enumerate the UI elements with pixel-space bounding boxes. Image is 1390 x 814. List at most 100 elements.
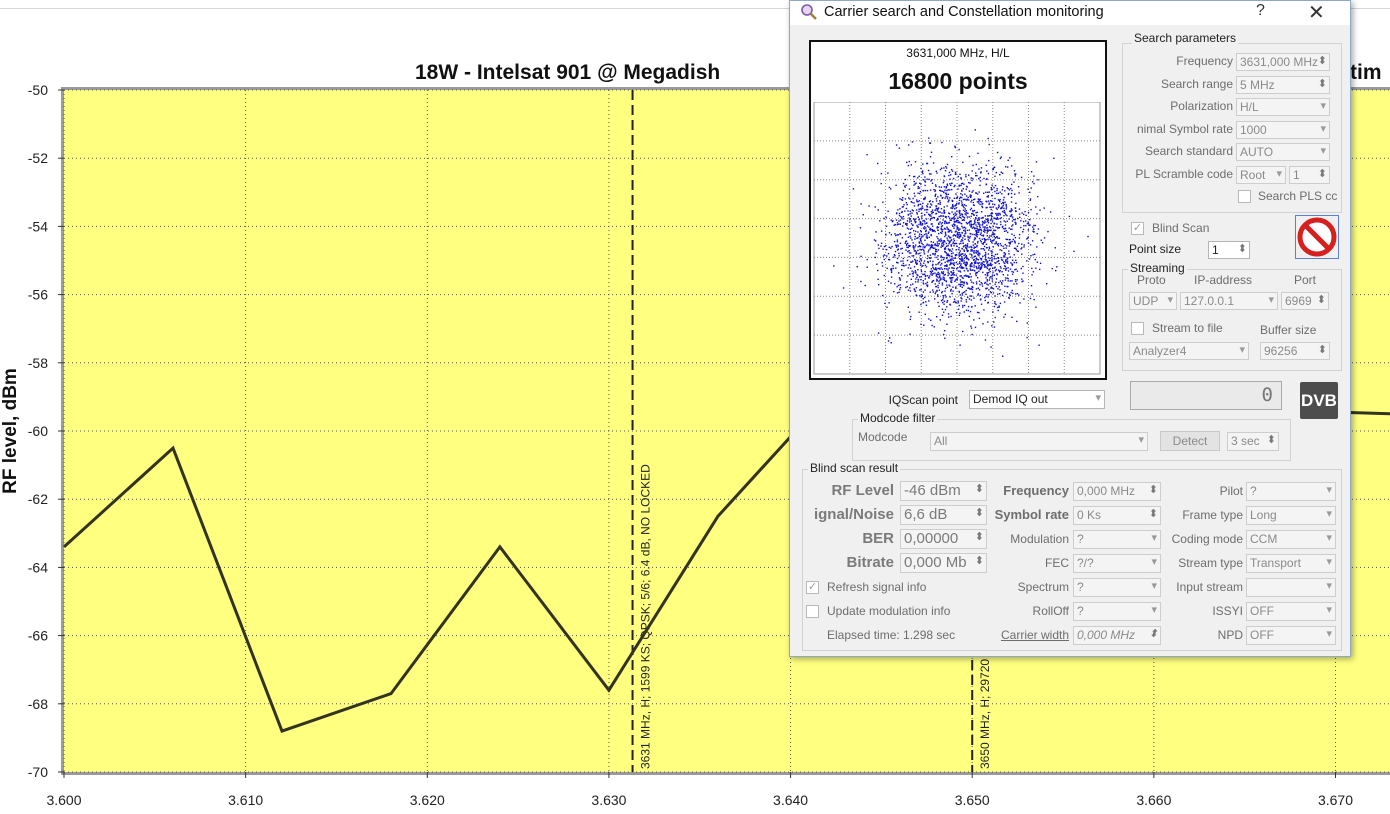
pl-scramble-code-input[interactable]: 1	[1289, 166, 1330, 184]
coding-mode-select[interactable]: CCM	[1246, 530, 1336, 549]
bitrate-label: Bitrate	[846, 554, 894, 571]
stream-to-file-label: Stream to file	[1152, 321, 1223, 335]
refresh-signal-label: Refresh signal info	[827, 580, 927, 594]
update-modulation-label: Update modulation info	[827, 604, 951, 618]
min-symbol-rate-select[interactable]: 1000	[1236, 121, 1330, 139]
rolloff-label: RollOff	[1032, 604, 1069, 618]
update-modulation-checkbox[interactable]	[806, 605, 819, 618]
signal-noise-value: 6,6 dB	[900, 505, 987, 525]
stream-file-select[interactable]: Analyzer4	[1129, 342, 1249, 360]
blind-scan-label: Blind Scan	[1152, 221, 1210, 235]
result-frequency-label: Frequency	[1003, 483, 1069, 498]
search-parameters-title: Search parameters	[1132, 31, 1239, 45]
refresh-signal-checkbox[interactable]: ✓	[806, 581, 819, 594]
blind-scan-result-group	[802, 469, 1342, 651]
constellation-plot	[813, 102, 1101, 375]
x-tick-label: 3.670	[1318, 792, 1353, 808]
frequency-input[interactable]: 3631,000 MHz	[1236, 53, 1330, 71]
y-tick-label: -60	[28, 423, 48, 439]
streaming-group	[1122, 269, 1342, 371]
dialog-titlebar[interactable]: Carrier search and Constellation monitor…	[790, 1, 1350, 25]
pl-scramble-label: PL Scramble code	[1135, 167, 1233, 181]
frequency-label: Frequency	[1176, 54, 1233, 68]
point-size-label: Point size	[1129, 242, 1182, 256]
spectrum-label: Spectrum	[1017, 580, 1069, 594]
elapsed-time: Elapsed time: 1.298 sec	[827, 628, 956, 642]
pl-scramble-type-select[interactable]: Root	[1236, 166, 1286, 184]
x-tick-label: 3.600	[46, 792, 81, 808]
constellation-panel: 3631,000 MHz, H/L 16800 points	[809, 40, 1107, 380]
ip-header: IP-address	[1194, 273, 1253, 287]
carrier-search-dialog[interactable]: Carrier search and Constellation monitor…	[789, 0, 1351, 657]
detect-button[interactable]: Detect	[1160, 431, 1220, 451]
issyi-label: ISSYI	[1212, 604, 1243, 618]
search-pls-checkbox[interactable]	[1238, 190, 1251, 203]
rolloff-select[interactable]: ?	[1073, 602, 1161, 621]
port-input[interactable]: 6969	[1281, 292, 1329, 310]
buffer-size-input[interactable]: 96256	[1260, 342, 1330, 360]
lcd-value: 0	[1261, 384, 1273, 406]
stop-icon	[1297, 217, 1337, 257]
ber-label: BER	[862, 530, 894, 547]
proto-select[interactable]: UDP	[1129, 292, 1177, 310]
coding-mode-label: Coding mode	[1171, 532, 1243, 546]
stream-type-select[interactable]: Transport	[1246, 554, 1336, 573]
constellation-frequency: 3631,000 MHz, H/L	[906, 46, 1010, 60]
x-tick-label: 3.620	[410, 792, 445, 808]
blind-scan-checkbox[interactable]: ✓	[1131, 222, 1144, 235]
x-tick-label: 3.660	[1136, 792, 1171, 808]
constellation-points-count: 16800 points	[888, 68, 1028, 94]
dvb-logo: DVB	[1300, 382, 1338, 419]
chart-title-right: tim	[1350, 61, 1382, 84]
y-tick-label: -52	[28, 150, 48, 166]
lcd-display: 0	[1130, 381, 1282, 410]
npd-select[interactable]: OFF	[1246, 626, 1336, 645]
fec-select[interactable]: ?/?	[1073, 554, 1161, 573]
search-standard-select[interactable]: AUTO	[1236, 143, 1330, 161]
stream-to-file-checkbox[interactable]	[1131, 322, 1144, 335]
modcode-filter-title: Modcode filter	[858, 411, 938, 425]
y-tick-label: -56	[28, 287, 48, 303]
iqscan-select[interactable]: Demod IQ out	[969, 390, 1105, 409]
help-button[interactable]: ?	[1256, 2, 1265, 19]
frame-type-select[interactable]: Long	[1246, 506, 1336, 525]
y-tick-label: -62	[28, 491, 48, 507]
modulation-select[interactable]: ?	[1073, 530, 1161, 549]
symbol-rate-value: 0 Ks	[1073, 506, 1161, 525]
input-stream-label: Input stream	[1176, 580, 1243, 594]
y-tick-label: -50	[28, 82, 48, 98]
modcode-filter-group	[852, 419, 1291, 461]
search-range-input[interactable]: 5 MHz	[1236, 76, 1330, 94]
fec-label: FEC	[1045, 556, 1069, 570]
constellation-points	[833, 129, 1089, 357]
port-header: Port	[1294, 273, 1317, 287]
spectrum-select[interactable]: ?	[1073, 578, 1161, 597]
carrier-width-link[interactable]: Carrier width	[1000, 628, 1069, 642]
carrier-width-value: 0,000 MHz	[1073, 626, 1161, 645]
search-range-label: Search range	[1160, 77, 1233, 91]
pilot-select[interactable]: ?	[1246, 482, 1336, 501]
detect-seconds-input[interactable]: 3 sec	[1227, 432, 1279, 451]
dialog-title: Carrier search and Constellation monitor…	[824, 4, 1104, 20]
x-tick-label: 3.650	[955, 792, 990, 808]
iqscan-label: IQScan point	[888, 393, 958, 407]
pilot-label: Pilot	[1219, 484, 1243, 498]
proto-header: Proto	[1137, 273, 1166, 287]
y-tick-label: -66	[28, 628, 48, 644]
input-stream-select[interactable]	[1246, 578, 1336, 597]
y-tick-label: -64	[28, 559, 48, 575]
magnifier-icon	[801, 4, 817, 20]
plot-bottom-border	[64, 772, 1390, 775]
close-button[interactable]: ✕	[1308, 2, 1325, 24]
x-tick-label: 3.630	[591, 792, 626, 808]
marker-label: 3631 MHz, H; 1599 KS; QPSK; 5/6; 6.4 dB,…	[639, 464, 653, 769]
stop-button[interactable]	[1295, 215, 1339, 259]
modcode-select[interactable]: All	[930, 432, 1148, 451]
polarization-select[interactable]: H/L	[1236, 98, 1330, 116]
ber-value: 0,00000	[900, 529, 987, 549]
issyi-select[interactable]: OFF	[1246, 602, 1336, 621]
toolbar-divider	[0, 8, 1390, 9]
ip-address-select[interactable]: 127.0.0.1	[1180, 292, 1278, 310]
polarization-label: Polarization	[1170, 99, 1233, 113]
point-size-input[interactable]: 1	[1208, 241, 1250, 259]
